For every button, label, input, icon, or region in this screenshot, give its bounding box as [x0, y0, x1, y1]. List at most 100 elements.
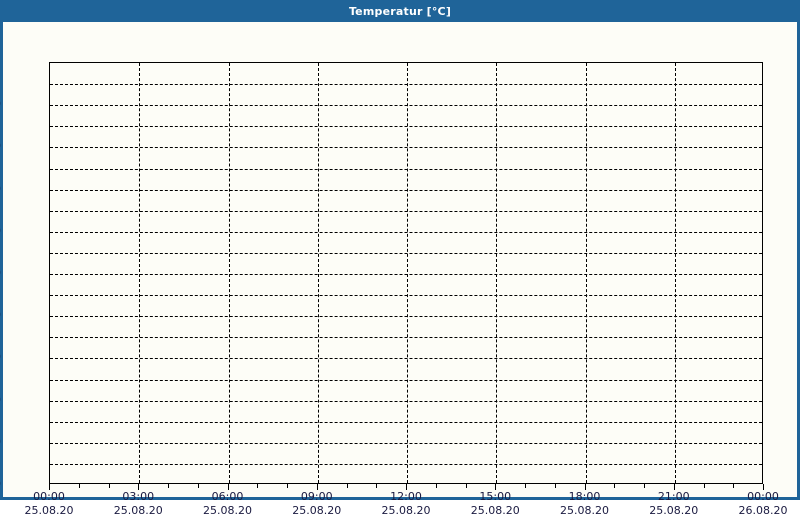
- y-axis-tick-label: 35: [0, 203, 1, 216]
- horizontal-gridline: [50, 189, 762, 191]
- y-axis-tick-label: -15: [0, 414, 1, 427]
- horizontal-gridline: [50, 210, 762, 212]
- y-axis-tick-label: -25: [0, 456, 1, 469]
- horizontal-gridline: [50, 126, 762, 128]
- y-axis-labels: 65605550454035302520151050-5-10-15-20-25…: [0, 22, 49, 497]
- x-axis-minor-tick: [346, 484, 348, 488]
- horizontal-gridline: [50, 274, 762, 275]
- x-axis-tick-time: 03:00: [122, 490, 155, 503]
- x-axis-tick-label: 03:00 25.08.20: [98, 490, 178, 518]
- horizontal-gridline: [50, 442, 762, 444]
- x-axis-minor-tick: [78, 484, 80, 488]
- y-axis-tick-label: 60: [0, 98, 1, 111]
- horizontal-gridline: [50, 147, 762, 149]
- page-title: Temperatur [°C]: [348, 4, 452, 18]
- horizontal-gridline: [50, 316, 762, 318]
- y-axis-tick-label: 5: [0, 330, 1, 343]
- horizontal-gridline: [50, 295, 762, 297]
- x-axis-minor-tick: [465, 484, 467, 488]
- y-axis-tick-label: -5: [0, 372, 1, 385]
- x-axis-tick-label: 00:00 26.08.20: [723, 490, 800, 518]
- y-axis-tick-label: -30: [0, 478, 1, 491]
- chart-title-bar: Temperatur [°C]: [0, 0, 800, 22]
- x-axis-tick-date: 25.08.20: [560, 504, 609, 517]
- y-axis-tick-label: -20: [0, 435, 1, 448]
- x-axis-major-tick: [673, 484, 675, 490]
- x-axis-minor-tick: [376, 484, 378, 488]
- y-axis-tick-label: 10: [0, 309, 1, 322]
- x-axis-tick-date: 25.08.20: [649, 504, 699, 517]
- x-axis-tick-date: 26.08.20: [738, 504, 788, 517]
- x-axis-major-tick: [406, 484, 407, 490]
- x-axis-major-tick: [763, 484, 764, 490]
- x-axis-tick-date: 25.08.20: [292, 504, 342, 517]
- horizontal-gridline: [50, 400, 762, 402]
- x-axis-tick-time: 00:00: [33, 490, 65, 503]
- horizontal-gridline: [50, 358, 762, 360]
- vertical-gridline: [496, 63, 498, 483]
- x-axis-tick-date: 25.08.20: [470, 504, 520, 517]
- x-axis-major-tick: [49, 484, 50, 490]
- x-axis-minor-tick: [733, 484, 735, 488]
- y-axis-tick-label: 50: [0, 140, 1, 153]
- x-axis-tick-time: 21:00: [657, 490, 690, 503]
- vertical-gridline: [228, 63, 230, 483]
- y-axis-tick-label: 20: [0, 267, 1, 280]
- horizontal-gridline: [50, 231, 762, 233]
- x-axis-tick-date: 25.08.20: [24, 504, 74, 517]
- x-axis-minor-tick: [614, 484, 616, 488]
- x-axis-minor-tick: [525, 484, 526, 488]
- y-axis-tick-label: 45: [0, 161, 1, 174]
- horizontal-gridline: [50, 463, 762, 465]
- x-axis-tick-time: 12:00: [390, 490, 422, 503]
- y-axis-tick-label: 40: [0, 182, 1, 195]
- vertical-gridline: [139, 63, 141, 483]
- x-axis-tick-label: 09:00 25.08.20: [277, 490, 357, 518]
- x-axis-tick-label: 21:00 25.08.20: [634, 490, 714, 518]
- y-axis-tick-label: 65: [0, 77, 1, 90]
- y-axis-tick-label: 55: [0, 119, 1, 132]
- x-axis-minor-tick: [168, 484, 169, 488]
- x-axis-minor-tick: [197, 484, 199, 488]
- vertical-gridline: [585, 63, 587, 483]
- vertical-gridline: [317, 63, 319, 483]
- x-axis-tick-time: 15:00: [479, 490, 512, 503]
- x-axis-tick-time: 18:00: [568, 490, 601, 503]
- horizontal-gridline: [50, 337, 762, 339]
- x-axis-tick-label: 15:00 25.08.20: [455, 490, 535, 518]
- x-axis-tick-time: 09:00: [300, 490, 333, 503]
- x-axis-major-tick: [316, 484, 318, 490]
- x-axis-tick-time: 06:00: [211, 490, 244, 503]
- horizontal-gridline: [50, 252, 762, 254]
- x-axis-minor-tick: [257, 484, 259, 488]
- vertical-gridline: [674, 63, 676, 483]
- x-axis-minor-tick: [703, 484, 705, 488]
- horizontal-gridline: [50, 105, 762, 107]
- vertical-gridline: [407, 63, 408, 483]
- x-axis-tick-date: 25.08.20: [113, 504, 163, 517]
- x-axis-minor-tick: [644, 484, 645, 488]
- x-axis-tick-label: 18:00 25.08.20: [545, 490, 625, 518]
- horizontal-gridline: [50, 84, 762, 86]
- x-axis-tick-date: 25.08.20: [203, 504, 252, 517]
- x-axis-tick-time: 00:00: [747, 490, 779, 503]
- y-axis-tick-label: -10: [0, 393, 1, 406]
- x-axis-minor-tick: [287, 484, 288, 488]
- y-axis-tick-label: 0: [0, 351, 1, 364]
- horizontal-gridline: [50, 379, 762, 381]
- y-axis-tick-label: 25: [0, 245, 1, 258]
- x-axis-minor-tick: [435, 484, 437, 488]
- x-axis-tick-date: 25.08.20: [381, 504, 431, 517]
- chart-frame: °C 65605550454035302520151050-5-10-15-20…: [0, 22, 800, 517]
- x-axis-minor-tick: [108, 484, 110, 488]
- plot-area[interactable]: [49, 62, 763, 484]
- x-axis-minor-tick: [554, 484, 556, 488]
- x-axis-major-tick: [138, 484, 140, 490]
- x-axis-major-tick: [495, 484, 497, 490]
- horizontal-gridline: [50, 421, 762, 423]
- x-axis-tick-label: 00:00 25.08.20: [9, 490, 89, 518]
- y-axis-tick-label: 30: [0, 224, 1, 237]
- x-axis-tick-label: 06:00 25.08.20: [188, 490, 268, 518]
- x-axis-tick-label: 12:00 25.08.20: [366, 490, 446, 518]
